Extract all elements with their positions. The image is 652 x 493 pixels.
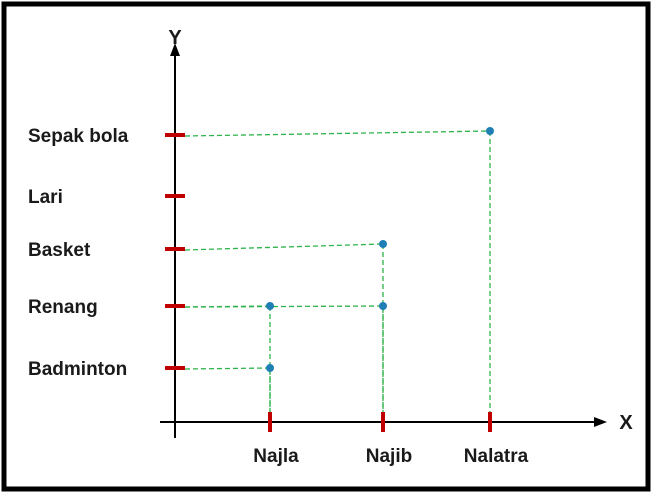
- data-point: [266, 364, 274, 372]
- y-axis-arrowhead: [170, 43, 180, 56]
- horizontal-guide-line: [184, 367, 271, 370]
- y-tick-label: Sepak bola: [28, 126, 129, 147]
- x-axis-arrowhead: [594, 417, 607, 427]
- x-tick-label: Najib: [366, 446, 412, 467]
- y-tick-label: Lari: [28, 187, 63, 208]
- x-tick-label: Nalatra: [464, 446, 529, 467]
- horizontal-guide-line: [184, 305, 384, 308]
- x-axis-label: X: [619, 412, 633, 434]
- y-axis-label: Y: [168, 27, 182, 49]
- x-ticks: Najla Najib Nalatra: [253, 412, 529, 467]
- data-point: [266, 302, 274, 310]
- x-tick-label: Najla: [253, 446, 299, 467]
- data-point: [379, 302, 387, 310]
- horizontal-guide-line: [184, 130, 491, 137]
- guide-lines: [184, 130, 491, 412]
- data-point: [486, 127, 494, 135]
- data-point: [379, 240, 387, 248]
- data-points: [266, 127, 494, 372]
- y-ticks: Badminton Renang Basket Lari Sepak bola: [28, 126, 185, 380]
- y-tick-label: Basket: [28, 240, 91, 261]
- y-tick-label: Badminton: [28, 359, 127, 380]
- horizontal-guide-line: [184, 243, 384, 251]
- y-tick-label: Renang: [28, 297, 98, 318]
